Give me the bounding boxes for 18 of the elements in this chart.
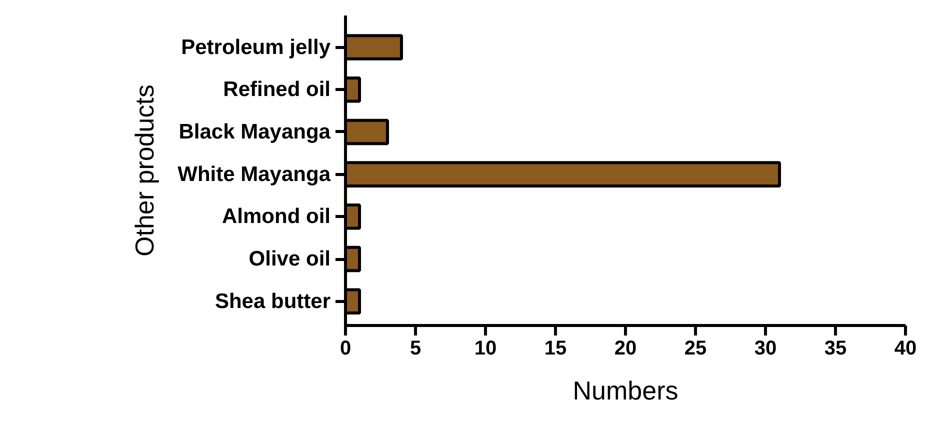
y-tick-label: Black Mayanga [178,120,331,144]
x-tick-label: 25 [684,338,707,360]
x-axis-title: Numbers [572,376,678,406]
x-tick-label: 40 [894,338,917,360]
y-axis-title: Other products [130,84,160,256]
y-tick-label: Almond oil [222,205,331,228]
y-tick-label: Olive oil [248,248,331,271]
x-tick-label: 10 [474,338,497,360]
y-tick-label: Refined oil [223,78,331,102]
x-tick-label: 0 [340,338,352,360]
x-tick-label: 20 [614,338,637,360]
y-tick-label: Shea butter [214,290,331,313]
x-tick-label: 35 [824,338,847,360]
y-tick-label: White Mayanga [178,162,331,186]
y-tick-label: Petroleum jelly [181,36,331,59]
x-tick-label: 5 [410,338,422,360]
x-tick-label: 15 [544,338,567,360]
x-tick-label: 30 [754,338,777,360]
